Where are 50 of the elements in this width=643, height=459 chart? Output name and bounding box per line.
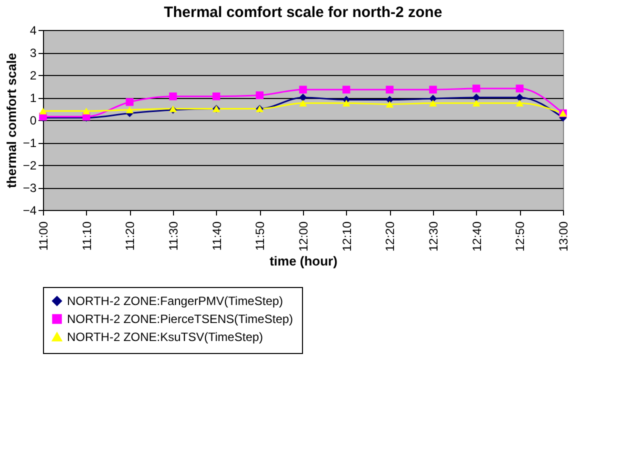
x-tick-label: 12:50 — [513, 221, 528, 252]
point — [342, 100, 350, 106]
point — [126, 98, 134, 106]
x-tick-label: 12:20 — [383, 221, 398, 252]
y-tick-label: 3 — [30, 46, 37, 60]
point — [169, 92, 177, 100]
point — [299, 94, 307, 102]
x-tick-label: 11:20 — [123, 221, 138, 251]
x-tick-label: 13:00 — [556, 221, 570, 252]
point — [472, 94, 480, 102]
point — [516, 84, 524, 92]
point — [472, 100, 480, 106]
point — [386, 100, 394, 108]
chart-title: Thermal comfort scale for north-2 zone — [164, 4, 442, 21]
point — [82, 108, 90, 114]
x-tick-label: 12:10 — [340, 221, 354, 252]
x-axis-title: time (hour) — [270, 254, 338, 269]
x-tick-label: 11:50 — [253, 221, 268, 251]
point — [256, 91, 264, 100]
point — [342, 86, 350, 94]
y-axis-title: thermal comfort scale — [4, 52, 19, 188]
point — [516, 94, 524, 102]
y-tick-label: 1 — [30, 91, 37, 105]
y-tick-label: 0 — [30, 114, 37, 128]
y-tick-label: −3 — [22, 181, 37, 195]
x-tick-label: 11:30 — [166, 221, 180, 251]
point — [472, 84, 480, 92]
point — [516, 100, 524, 106]
point — [299, 86, 307, 94]
x-tick-label: 12:40 — [470, 221, 484, 252]
x-tick-label: 12:30 — [426, 221, 440, 252]
point — [386, 86, 394, 94]
x-tick-label: 11:00 — [36, 221, 50, 251]
x-tick-label: 11:40 — [210, 221, 224, 251]
legend-label: NORTH-2 ZONE:KsuTSV(TimeStep) — [67, 330, 264, 344]
x-tick-label: 12:00 — [296, 221, 310, 252]
point — [429, 100, 437, 106]
y-tick-label: 2 — [30, 68, 37, 82]
point — [299, 100, 307, 106]
point — [212, 92, 220, 100]
point — [429, 86, 437, 94]
y-tick-label: −4 — [22, 204, 37, 218]
y-tick-label: −1 — [22, 136, 37, 150]
legend-label: NORTH-2 ZONE:PierceTSENS(TimeStep) — [67, 312, 294, 326]
point — [39, 108, 47, 114]
point — [126, 106, 134, 114]
legend-label: NORTH-2 ZONE:FangerPMV(TimeStep) — [67, 294, 284, 308]
y-tick-label: 4 — [30, 24, 37, 38]
y-tick-label: −2 — [22, 158, 37, 172]
x-tick-label: 11:10 — [80, 221, 94, 251]
